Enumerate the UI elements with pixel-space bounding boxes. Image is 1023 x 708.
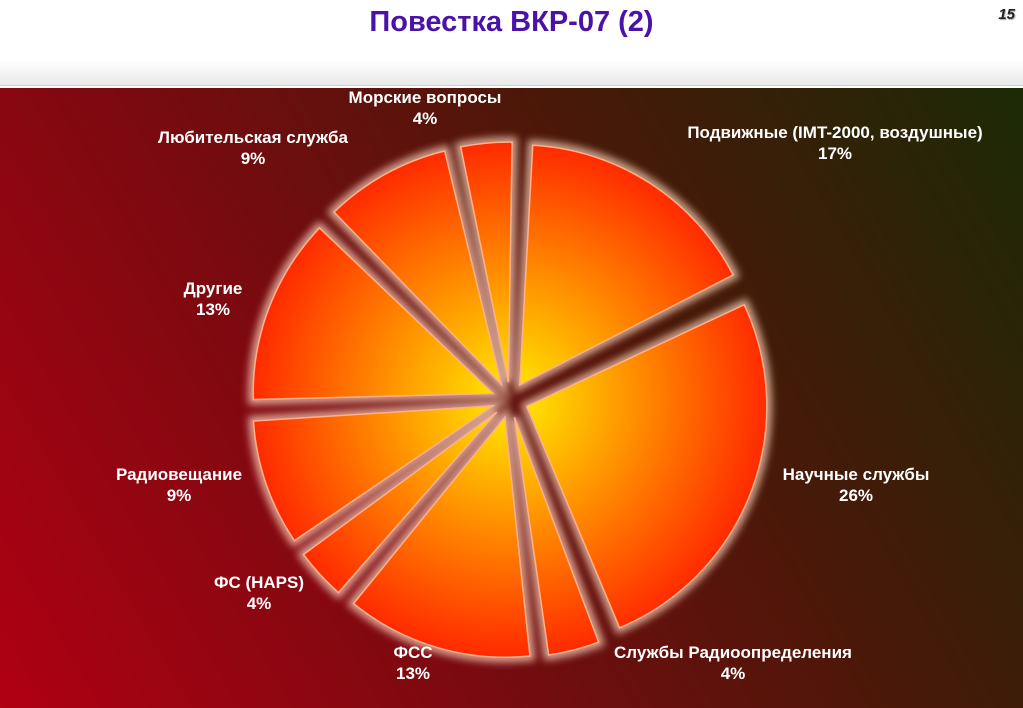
pie-slice: [252, 226, 496, 401]
slice-label: ФС (HAPS) 4%: [214, 573, 304, 613]
pie-slice: [333, 150, 503, 387]
slice-label: Радиовещание 9%: [116, 465, 242, 505]
slice-value-label: 13%: [196, 300, 230, 319]
pie-chart: Подвижные (IMT-2000, воздушные) 17% Научны…: [116, 88, 983, 683]
slide-header: Повестка ВКР-07 (2) 15: [0, 0, 1023, 86]
slices: [252, 141, 768, 659]
slice-label: ФСС 13%: [393, 643, 432, 683]
pie-slice: [459, 141, 513, 383]
slice-label: Морские вопросы 4%: [349, 88, 502, 128]
slice-value-label: 26%: [839, 486, 873, 505]
pie-slice: [352, 415, 531, 659]
slice-label: Любительская служба 9%: [158, 128, 349, 168]
slide-title: Повестка ВКР-07 (2): [369, 6, 654, 38]
slice-value-label: 9%: [167, 486, 192, 505]
pie-slice: [302, 411, 498, 594]
slice-label: Научные службы 26%: [783, 465, 930, 505]
chart-area: Подвижные (IMT-2000, воздушные) 17% Научны…: [0, 88, 1023, 708]
slice-value-label: 9%: [241, 149, 266, 168]
slice-value-label: 17%: [818, 144, 852, 163]
slice-value-label: 13%: [396, 664, 430, 683]
slice-value-label: 4%: [247, 594, 272, 613]
pie-slice: [252, 404, 496, 542]
slice-label: Подвижные (IMT-2000, воздушные) 17%: [687, 123, 982, 163]
pie-slice: [518, 144, 735, 387]
slice-labels: Подвижные (IMT-2000, воздушные) 17% Научны…: [116, 88, 983, 683]
slice-label: Другие 13%: [184, 279, 243, 319]
pie-slice: [513, 417, 600, 656]
pie-slice: [525, 303, 768, 629]
slice-value-label: 4%: [721, 664, 746, 683]
slide-number: 15: [998, 6, 1015, 23]
slice-value-label: 4%: [413, 109, 438, 128]
slice-label: Службы Радиоопределения 4%: [614, 643, 852, 683]
